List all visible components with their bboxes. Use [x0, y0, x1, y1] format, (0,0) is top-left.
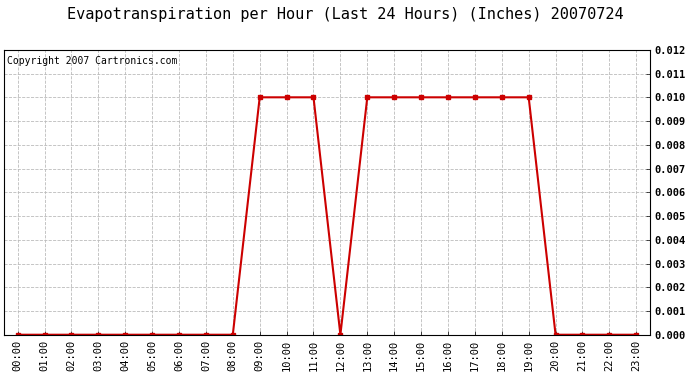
- Text: Copyright 2007 Cartronics.com: Copyright 2007 Cartronics.com: [8, 56, 178, 66]
- Text: Evapotranspiration per Hour (Last 24 Hours) (Inches) 20070724: Evapotranspiration per Hour (Last 24 Hou…: [67, 8, 623, 22]
